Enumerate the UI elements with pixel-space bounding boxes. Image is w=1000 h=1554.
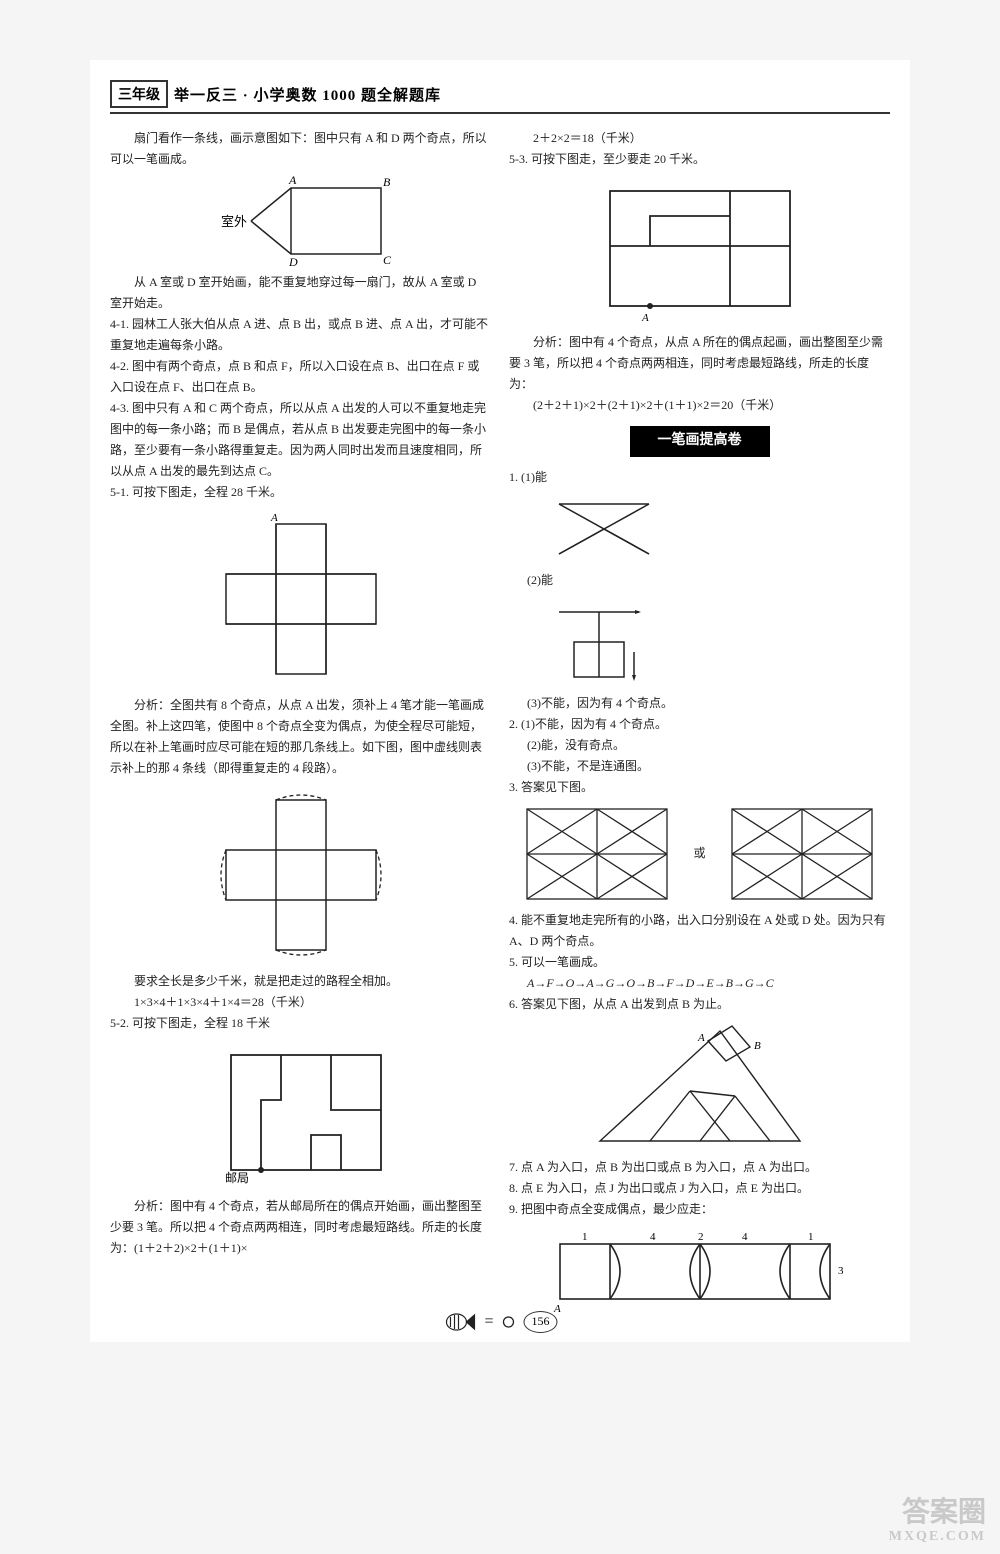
header-title: 举一反三 · 小学奥数 1000 题全解题库 xyxy=(174,84,441,105)
figure-q1-2 xyxy=(509,597,890,687)
svg-text:1: 1 xyxy=(582,1231,588,1243)
svg-text:B: B xyxy=(383,176,391,189)
section-title: 一笔画提高卷 xyxy=(630,426,770,457)
item: (2)能 xyxy=(509,570,890,591)
para: 要求全长是多少千米，就是把走过的路程全相加。 xyxy=(110,971,491,992)
svg-text:2: 2 xyxy=(698,1231,704,1243)
equation: 2＋2×2＝18（千米） xyxy=(509,128,890,149)
svg-text:4: 4 xyxy=(742,1231,748,1243)
item: 1. (1)能 xyxy=(509,467,890,488)
svg-text:C: C xyxy=(383,253,392,266)
or-label: 或 xyxy=(693,843,705,864)
path-seq: A→F→O→A→G→O→B→F→D→E→B→G→C xyxy=(509,973,890,994)
item: 5. 可以一笔画成。 xyxy=(509,952,890,973)
svg-text:4: 4 xyxy=(650,1231,656,1243)
figure-5-3: A xyxy=(509,176,890,326)
figure-q1-1 xyxy=(509,494,890,564)
equation: (2＋2＋1)×2＋(2＋1)×2＋(1＋1)×2＝20（千米） xyxy=(509,395,890,416)
item: 5-1. 可按下图走，全程 28 千米。 xyxy=(110,482,491,503)
page-header: 三年级 举一反三 · 小学奥数 1000 题全解题库 xyxy=(110,80,890,114)
svg-text:邮局: 邮局 xyxy=(225,1171,249,1185)
svg-text:A: A xyxy=(641,312,649,324)
analysis: 分析：全图共有 8 个奇点，从点 A 出发，须补上 4 笔才能一笔画成全图。补上… xyxy=(110,695,491,779)
figure-q9: 1 4 2 4 1 3 A xyxy=(509,1226,890,1316)
item: 2. (1)不能，因为有 4 个奇点。 xyxy=(509,714,890,735)
item: 9. 把图中奇点全变成偶点，最少应走： xyxy=(509,1199,890,1220)
grade-box: 三年级 xyxy=(110,80,168,108)
figure-room: 室外 A B C D xyxy=(110,176,491,266)
svg-text:1: 1 xyxy=(808,1231,814,1243)
page: 三年级 举一反三 · 小学奥数 1000 题全解题库 扇门看作一条线，画示意图如… xyxy=(90,60,910,1342)
watermark: 答案圈 MXQE.COM xyxy=(889,1498,986,1544)
item: (2)能，没有奇点。 xyxy=(509,735,890,756)
item: 3. 答案见下图。 xyxy=(509,777,890,798)
analysis: 分析：图中有 4 个奇点，从点 A 所在的偶点起画，画出整图至少需要 3 笔，所… xyxy=(509,332,890,395)
svg-text:A: A xyxy=(697,1032,705,1044)
item: 4-2. 图中有两个奇点，点 B 和点 F，所以入口设在点 B、出口在点 F 或… xyxy=(110,356,491,398)
para: 从 A 室或 D 室开始画，能不重复地穿过每一扇门，故从 A 室或 D 室开始走… xyxy=(110,272,491,314)
content-columns: 扇门看作一条线，画示意图如下：图中只有 A 和 D 两个奇点，所以可以一笔画成。… xyxy=(90,128,910,1322)
figure-post: 邮局 xyxy=(110,1040,491,1190)
para: 扇门看作一条线，画示意图如下：图中只有 A 和 D 两个奇点，所以可以一笔画成。 xyxy=(110,128,491,170)
item: 4-3. 图中只有 A 和 C 两个奇点，所以从点 A 出发的人可以不重复地走完… xyxy=(110,398,491,482)
watermark-sub: MXQE.COM xyxy=(889,1529,986,1544)
figure-cross-1: A xyxy=(110,509,491,689)
svg-text:3: 3 xyxy=(838,1265,844,1277)
fish-icon xyxy=(442,1310,476,1334)
item: 5-3. 可按下图走，至少要走 20 千米。 xyxy=(509,149,890,170)
figure-q6: A B xyxy=(509,1021,890,1151)
svg-text:D: D xyxy=(288,255,298,266)
item: 6. 答案见下图，从点 A 出发到点 B 为止。 xyxy=(509,994,890,1015)
item: 4. 能不重复地走完所有的小路，出入口分别设在 A 处或 D 处。因为只有 A、… xyxy=(509,910,890,952)
svg-text:A: A xyxy=(270,512,278,524)
page-number: = 156 xyxy=(442,1310,557,1334)
watermark-main: 答案圈 xyxy=(902,1497,986,1528)
item: (3)不能，不是连通图。 xyxy=(509,756,890,777)
item: 4-1. 园林工人张大伯从点 A 进、点 B 出，或点 B 进、点 A 出，才可… xyxy=(110,314,491,356)
svg-text:A: A xyxy=(288,176,297,187)
analysis: 分析：图中有 4 个奇点，若从邮局所在的偶点开始画，画出整图至少要 3 笔。所以… xyxy=(110,1196,491,1259)
item: (3)不能，因为有 4 个奇点。 xyxy=(509,693,890,714)
figure-q3: 或 xyxy=(509,804,890,904)
right-column: 2＋2×2＝18（千米） 5-3. 可按下图走，至少要走 20 千米。 A 分析… xyxy=(509,128,890,1322)
left-column: 扇门看作一条线，画示意图如下：图中只有 A 和 D 两个奇点，所以可以一笔画成。… xyxy=(110,128,491,1322)
item: 8. 点 E 为入口，点 J 为出口或点 J 为入口，点 E 为出口。 xyxy=(509,1178,890,1199)
svg-text:B: B xyxy=(754,1040,761,1052)
item: 7. 点 A 为入口，点 B 为出口或点 B 为入口，点 A 为出口。 xyxy=(509,1157,890,1178)
figure-cross-2 xyxy=(110,785,491,965)
item: 5-2. 可按下图走，全程 18 千米 xyxy=(110,1013,491,1034)
label-outside: 室外 xyxy=(221,214,247,229)
page-number-value: 156 xyxy=(524,1311,558,1333)
equation: 1×3×4＋1×3×4＋1×4＝28（千米） xyxy=(110,992,491,1013)
